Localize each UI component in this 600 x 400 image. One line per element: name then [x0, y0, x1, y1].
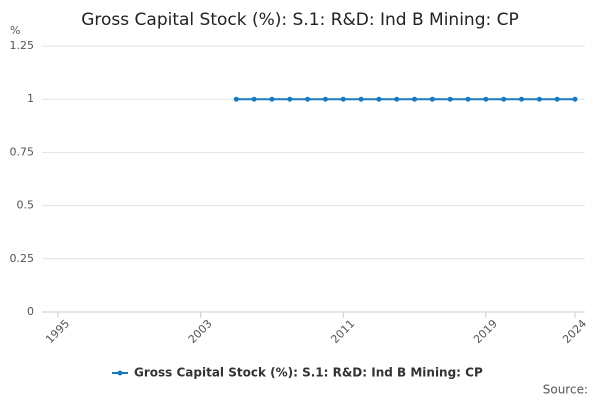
y-tick-label: 1.25: [10, 39, 35, 52]
point: [554, 96, 560, 102]
point: [447, 96, 453, 102]
point: [251, 96, 257, 102]
source: Source:: [543, 383, 588, 397]
x-tick-label: 2003: [186, 317, 215, 346]
legend-label: Gross Capital Stock (%): S.1: R&D: Ind B…: [134, 366, 483, 380]
point: [394, 96, 400, 102]
point: [233, 96, 239, 102]
y-tick-label: 0.5: [17, 199, 35, 212]
point: [519, 96, 525, 102]
y-tick-label: 0: [27, 305, 34, 318]
point: [340, 96, 346, 102]
point: [483, 96, 489, 102]
y-axis-label: %: [10, 24, 20, 37]
x-tick-label: 1995: [43, 317, 72, 346]
point: [269, 96, 275, 102]
point: [429, 96, 435, 102]
legend-swatch-dot: [117, 370, 123, 376]
point: [287, 96, 293, 102]
y-tick-label: 1: [27, 92, 34, 105]
point: [305, 96, 311, 102]
x-tick-label: 2024: [560, 317, 589, 346]
point: [376, 96, 382, 102]
point: [536, 96, 542, 102]
chart-title: Gross Capital Stock (%): S.1: R&D: Ind B…: [81, 10, 519, 30]
point: [358, 96, 364, 102]
point: [572, 96, 578, 102]
point: [501, 96, 507, 102]
x-tick-label: 2019: [471, 317, 500, 346]
point: [412, 96, 418, 102]
y-tick-label: 0.75: [10, 145, 35, 158]
x-tick-label: 2011: [328, 317, 357, 346]
point: [465, 96, 471, 102]
y-tick-label: 0.25: [10, 252, 35, 265]
point: [322, 96, 328, 102]
